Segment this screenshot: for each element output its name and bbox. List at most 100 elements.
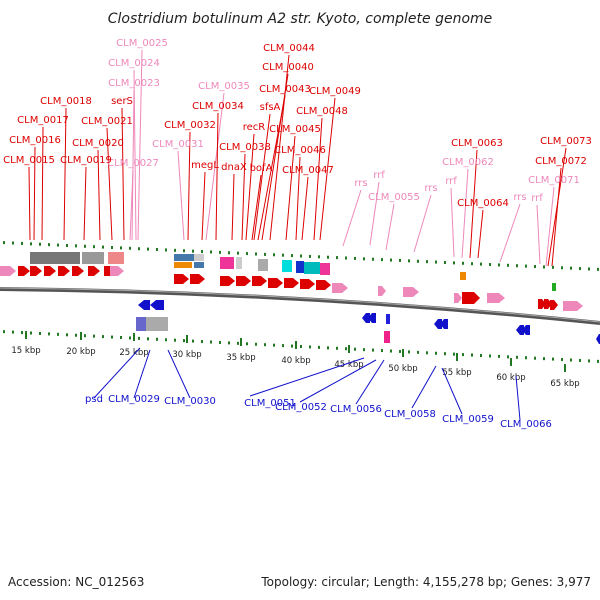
tick-dot xyxy=(93,245,95,249)
tick-dot xyxy=(507,355,509,359)
tick-dot xyxy=(219,340,221,344)
tick-dot xyxy=(201,250,203,254)
tick-dot xyxy=(489,354,491,358)
tick-dot xyxy=(390,258,392,262)
tick-dot xyxy=(417,259,419,263)
tick-dot xyxy=(327,255,329,259)
gene-arrow xyxy=(440,319,448,329)
tick-dot xyxy=(336,346,338,350)
label-leader-line xyxy=(83,166,87,241)
tick-marks xyxy=(3,241,599,372)
label-leader-line xyxy=(319,97,336,241)
tick-dot xyxy=(3,241,5,245)
tick-label: 65 kbp xyxy=(550,379,579,389)
tick-dot xyxy=(480,354,482,357)
gene-label: CLM_0046 xyxy=(274,145,326,156)
tick-label: 30 kbp xyxy=(172,350,201,360)
gene-block xyxy=(146,317,168,331)
gene-label: sfsA xyxy=(260,102,281,113)
tick-dot xyxy=(246,342,248,346)
top-gene-labels: CLM_0025 CLM_0024 CLM_0023 CLM_0027 CLM_0031… xyxy=(3,38,592,209)
tick-dot xyxy=(147,337,149,341)
gene-label: CLM_0015 xyxy=(3,155,55,166)
gene-block xyxy=(194,262,204,268)
tick-dot xyxy=(381,258,383,262)
tick-dot xyxy=(345,256,347,260)
genome-summary-text: Topology: circular; Length: 4,155,278 bp… xyxy=(261,575,591,589)
label-leader-line xyxy=(355,359,385,405)
tick-dot xyxy=(435,351,437,355)
gene-label: CLM_0071 xyxy=(528,175,580,186)
tick-dot xyxy=(102,335,104,339)
gene-arrow xyxy=(174,274,189,284)
tick-dot xyxy=(102,245,104,249)
tick-dot xyxy=(372,348,374,352)
tick-dot xyxy=(525,264,527,268)
tick-dot xyxy=(66,243,68,247)
gene-arrow xyxy=(18,266,30,276)
tick-dot xyxy=(120,336,122,339)
gene-label: rrf xyxy=(373,170,385,181)
gene-arrow xyxy=(138,300,150,310)
label-leader-line xyxy=(63,107,67,241)
tick-dot xyxy=(426,260,428,264)
gene-arrow xyxy=(516,325,524,335)
tick-label: 55 kbp xyxy=(442,368,471,378)
tick-dot xyxy=(597,267,599,271)
label-leader-line xyxy=(93,347,141,399)
gene-label: CLM_0059 xyxy=(442,414,494,425)
tick-dot xyxy=(399,349,401,353)
tick-dot xyxy=(363,348,365,352)
label-leader-line xyxy=(121,107,125,241)
major-tick xyxy=(240,338,242,346)
tick-dot xyxy=(282,253,284,257)
tick-dot xyxy=(93,334,95,338)
gene-arrow xyxy=(58,266,70,276)
label-leader-line xyxy=(515,375,521,421)
label-leader-line xyxy=(551,167,562,267)
tick-dot xyxy=(21,331,23,335)
tick-dot xyxy=(264,252,266,256)
gene-label: CLM_0056 xyxy=(330,404,382,415)
tick-dot xyxy=(588,359,590,363)
gene-label: CLM_0049 xyxy=(309,86,361,97)
label-leader-line xyxy=(245,133,255,241)
tick-dot xyxy=(12,241,14,245)
gene-block xyxy=(236,257,242,269)
gene-arrow xyxy=(72,266,84,276)
tick-dot xyxy=(228,341,230,345)
major-tick xyxy=(186,335,188,343)
tick-dot xyxy=(471,262,473,266)
tick-dot xyxy=(282,344,284,348)
tick-dot xyxy=(84,244,86,248)
major-tick xyxy=(25,331,27,339)
label-leader-line xyxy=(231,173,235,241)
gene-arrow xyxy=(596,334,600,344)
label-leader-line xyxy=(215,112,219,241)
gene-arrow xyxy=(300,279,315,289)
tick-dot xyxy=(354,347,356,351)
gene-label: CLM_0020 xyxy=(72,138,124,149)
label-leader-line xyxy=(129,169,134,241)
tick-dot xyxy=(345,347,347,351)
gene-block xyxy=(304,262,320,274)
label-leader-lines xyxy=(28,49,567,421)
gene-arrow xyxy=(487,293,505,303)
gene-block xyxy=(386,314,390,324)
label-leader-line xyxy=(257,95,286,241)
tick-dot xyxy=(111,245,113,249)
tick-dot xyxy=(552,357,554,361)
tick-dot xyxy=(453,261,455,265)
gene-arrow xyxy=(434,319,442,329)
tick-dot xyxy=(588,267,590,271)
tick-dot xyxy=(543,357,545,361)
label-leader-line xyxy=(187,131,191,241)
label-leader-line xyxy=(33,146,36,241)
major-tick xyxy=(564,364,566,372)
label-leader-line xyxy=(205,92,225,241)
label-leader-line xyxy=(469,149,478,259)
gene-label: CLM_0017 xyxy=(17,115,69,126)
label-leader-line xyxy=(106,127,113,241)
gene-label: CLM_0027 xyxy=(107,158,159,169)
label-leader-line xyxy=(545,186,555,267)
